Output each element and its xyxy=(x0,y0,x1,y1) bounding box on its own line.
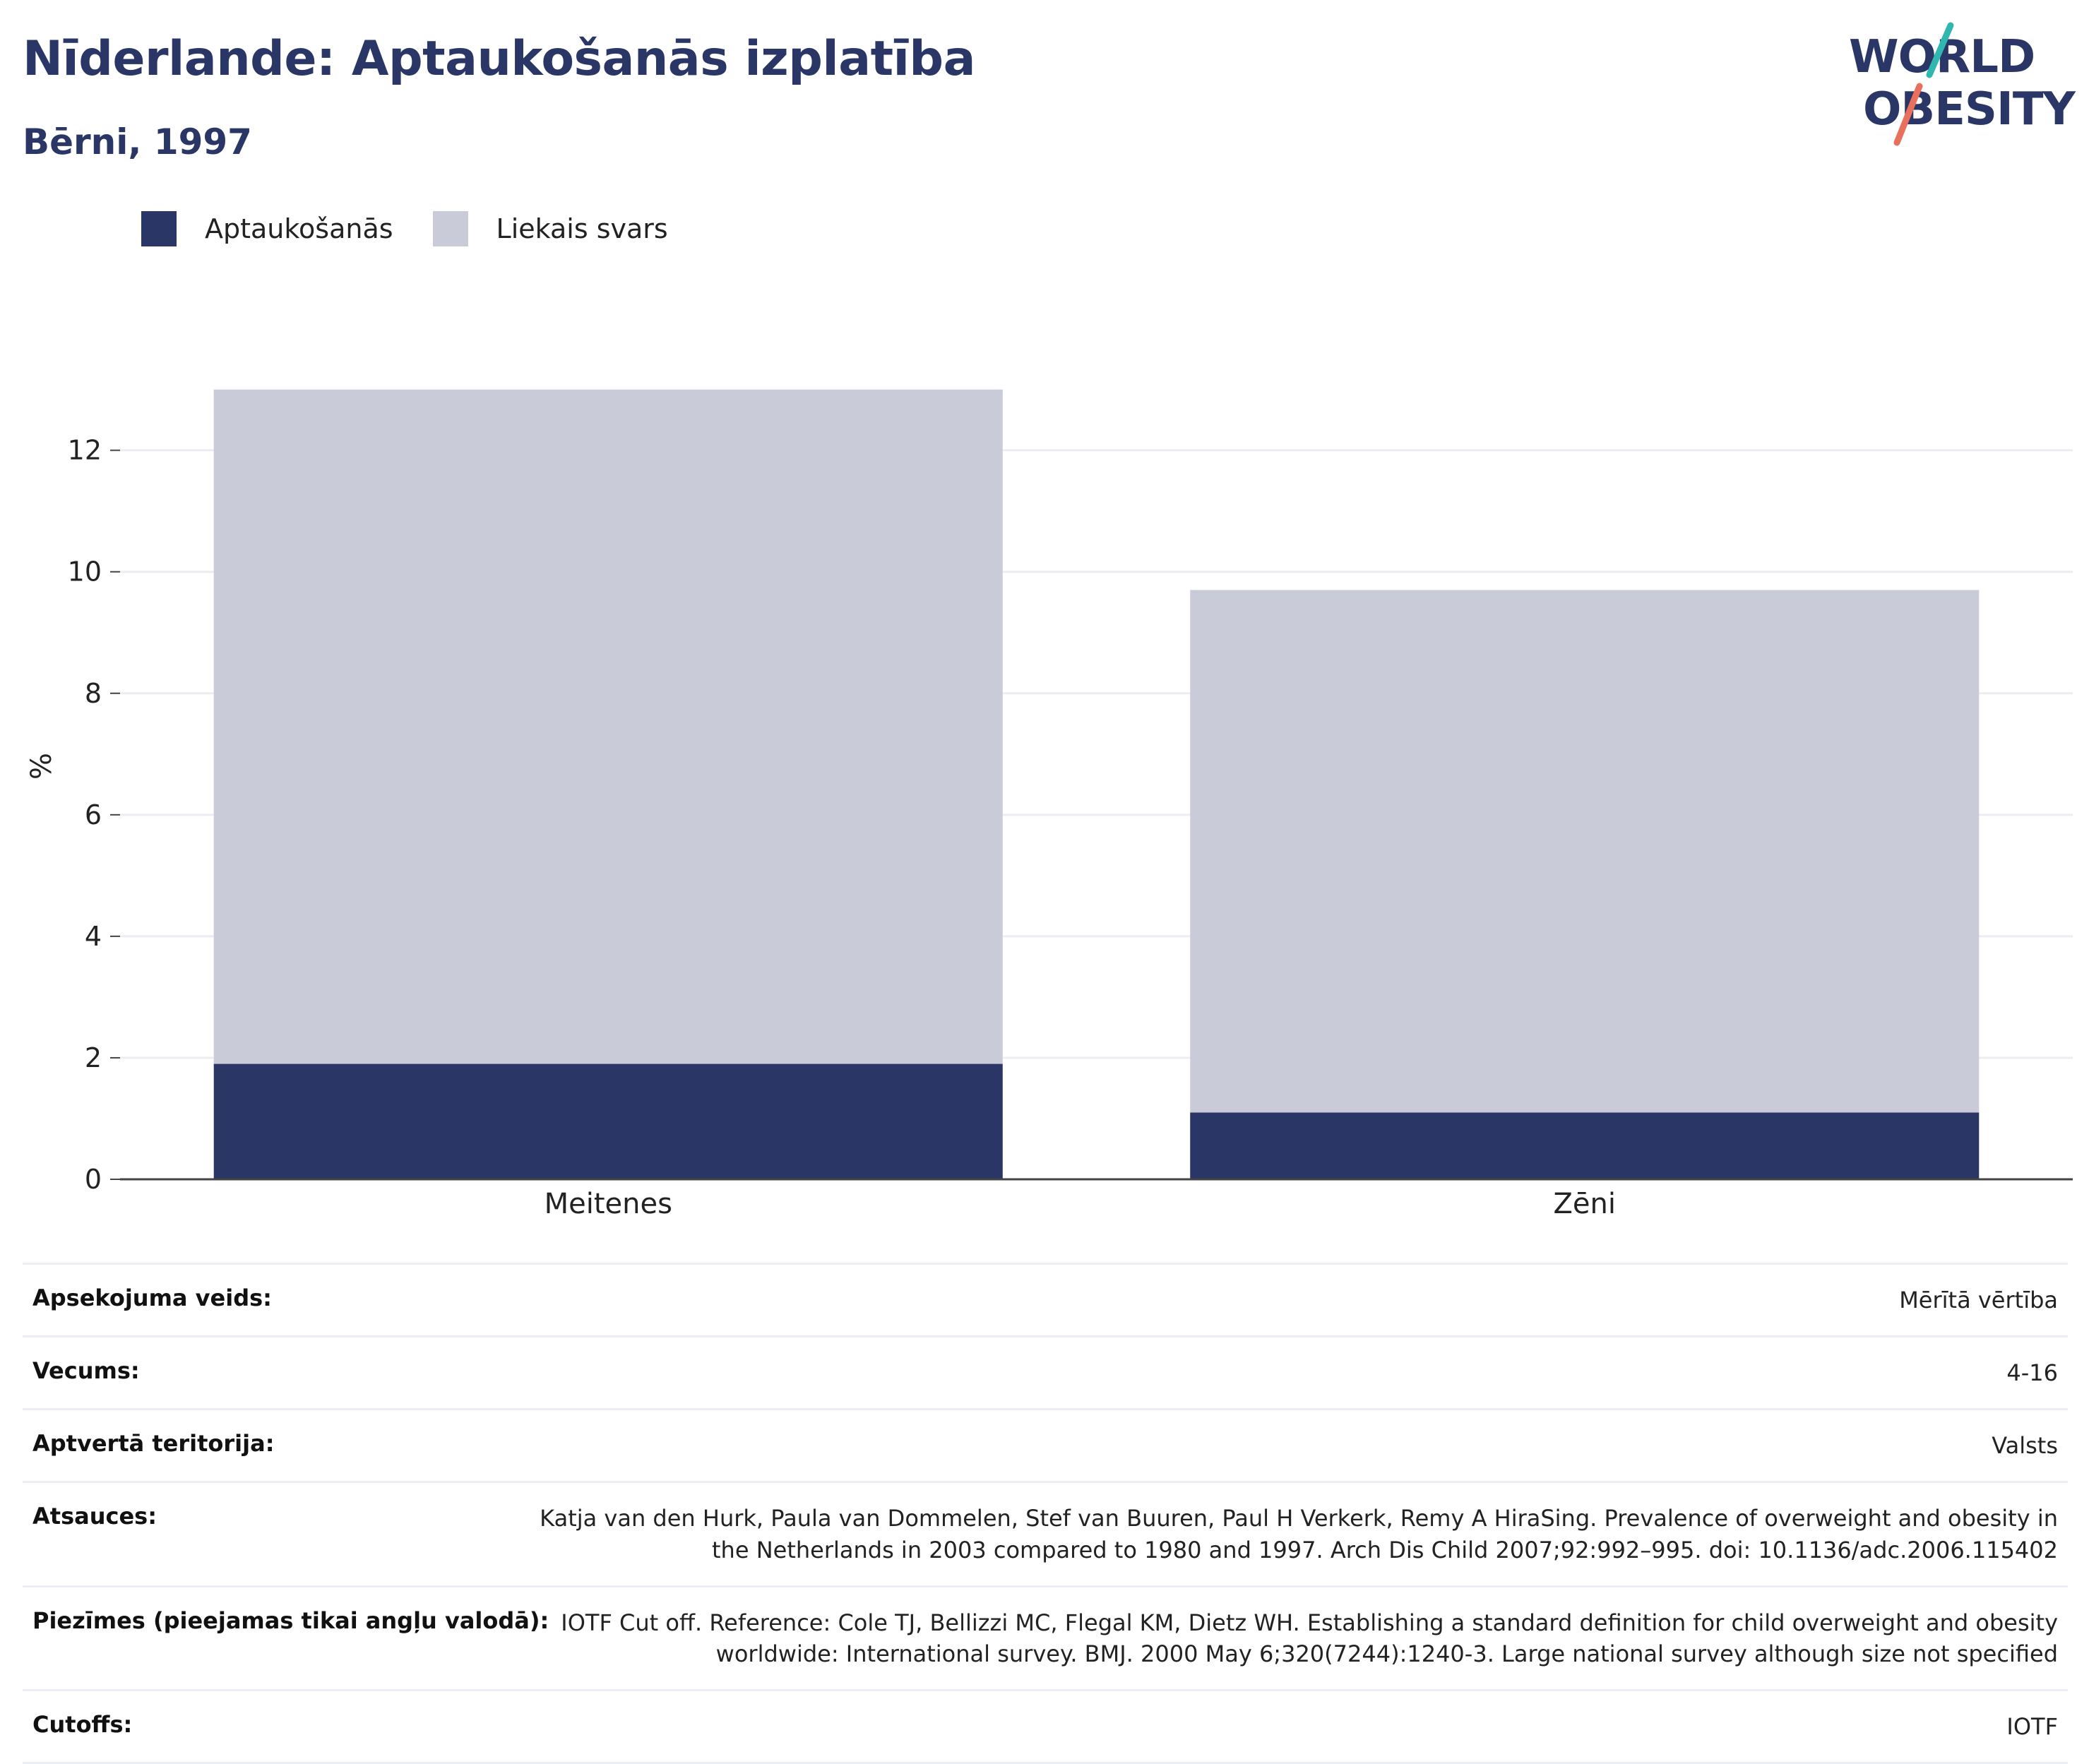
bar-overweight-1 xyxy=(213,389,1003,1064)
x-tick-label: Zēni xyxy=(1554,1188,1616,1220)
bar-chart: 0 2 4 6 8 10 12% Meitenes Zēni xyxy=(25,389,2073,1220)
metadata-value: Katja van den Hurk, Paula van Dommelen, … xyxy=(540,1505,2058,1563)
y-axis-label: % xyxy=(25,753,58,780)
legend-label-obesity: Aptaukošanās xyxy=(205,213,393,244)
bar-obesity-2 xyxy=(1190,1112,1980,1179)
logo-line-2: OBESITY xyxy=(1863,83,2076,136)
chart-legend: Aptaukošanās Liekais svars xyxy=(141,209,708,249)
y-tick-label: 2 xyxy=(85,1042,102,1073)
legend-label-overweight: Liekais svars xyxy=(496,213,668,244)
y-tick-label: 12 xyxy=(68,435,102,466)
legend-swatch-overweight xyxy=(432,211,468,246)
metadata-label: Vecums: xyxy=(32,1357,140,1385)
y-tick-label: 0 xyxy=(85,1164,102,1195)
y-tick-label: 4 xyxy=(85,921,102,952)
metadata-label: Atsauces: xyxy=(32,1503,157,1530)
metadata-value: Valsts xyxy=(1992,1432,2058,1460)
metadata-value: IOTF Cut off. Reference: Cole TJ, Belliz… xyxy=(561,1609,2058,1667)
metadata-value: 4-16 xyxy=(2006,1359,2058,1387)
metadata-table: Apsekojuma veids: Mērītā vērtība Vecums: 4-… xyxy=(23,1263,2068,1764)
metadata-label: Aptvertā teritorija: xyxy=(32,1430,275,1458)
legend-swatch-obesity xyxy=(141,211,177,246)
metadata-value: Mērītā vērtība xyxy=(1899,1287,2058,1313)
chart-title: Nīderlande: Aptaukošanās izplatība xyxy=(23,31,975,87)
metadata-row: Vecums: 4-16 xyxy=(23,1335,2068,1408)
legend-item-obesity[interactable]: Aptaukošanās xyxy=(141,211,393,246)
metadata-value: IOTF xyxy=(2006,1713,2058,1741)
x-tick-label: Meitenes xyxy=(544,1188,672,1220)
y-tick-label: 8 xyxy=(85,678,102,709)
logo-coral-slash xyxy=(1893,83,1923,146)
world-obesity-logo: WORLD OBESITY xyxy=(1849,22,2076,146)
chart-subtitle: Bērni, 1997 xyxy=(23,121,252,162)
y-tick-label: 10 xyxy=(68,556,102,588)
y-tick-label: 6 xyxy=(85,799,102,830)
metadata-row: Piezīmes (pieejamas tikai angļu valodā):… xyxy=(23,1585,2068,1689)
metadata-row: Apsekojuma veids: Mērītā vērtība xyxy=(23,1263,2068,1335)
bar-obesity-1 xyxy=(213,1063,1003,1179)
metadata-row: Atsauces: Katja van den Hurk, Paula van D… xyxy=(23,1481,2068,1585)
metadata-label: Cutoffs: xyxy=(32,1711,133,1739)
metadata-label: Piezīmes (pieejamas tikai angļu valodā): xyxy=(32,1607,549,1634)
legend-item-overweight[interactable]: Liekais svars xyxy=(432,211,668,246)
metadata-label: Apsekojuma veids: xyxy=(32,1285,272,1311)
logo-teal-slash xyxy=(1926,22,1954,78)
metadata-row: Cutoffs: IOTF xyxy=(23,1689,2068,1764)
bar-overweight-2 xyxy=(1190,590,1980,1113)
metadata-row: Aptvertā teritorija: Valsts xyxy=(23,1408,2068,1481)
